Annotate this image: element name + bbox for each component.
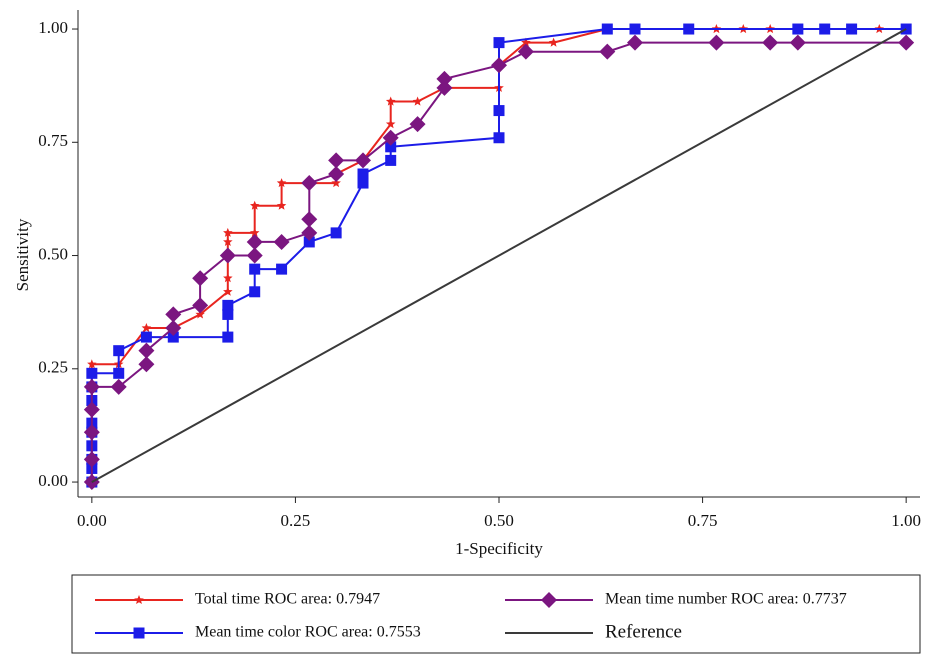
- marker: [357, 177, 369, 189]
- marker: [133, 627, 145, 639]
- marker: [223, 236, 233, 246]
- y-tick-label: 1.00: [38, 18, 68, 37]
- marker: [165, 320, 182, 337]
- marker: [436, 79, 453, 96]
- marker: [683, 23, 695, 35]
- y-axis-label: Sensitivity: [13, 218, 32, 291]
- legend-label: Mean time color ROC area: 0.7553: [195, 624, 421, 641]
- marker: [548, 37, 559, 47]
- marker: [301, 211, 318, 228]
- marker: [273, 233, 290, 250]
- marker: [789, 34, 806, 51]
- x-tick-label: 0.50: [484, 511, 514, 530]
- marker: [328, 152, 345, 169]
- marker: [301, 175, 318, 192]
- marker: [328, 165, 345, 182]
- marker: [138, 356, 155, 373]
- marker: [382, 129, 399, 146]
- legend-label: Mean time number ROC area: 0.7737: [605, 591, 847, 608]
- marker: [846, 23, 858, 35]
- marker: [87, 359, 97, 369]
- marker: [249, 286, 261, 298]
- marker: [110, 378, 127, 395]
- marker: [385, 154, 397, 166]
- marker: [412, 96, 423, 106]
- marker: [140, 331, 152, 343]
- marker: [493, 132, 505, 144]
- series-line: [91, 28, 907, 483]
- marker: [246, 247, 263, 264]
- marker: [222, 331, 234, 343]
- marker: [134, 595, 144, 604]
- marker: [219, 247, 236, 264]
- marker: [385, 119, 396, 129]
- marker: [276, 178, 287, 188]
- legend-label: Reference: [605, 621, 682, 642]
- marker: [223, 286, 233, 296]
- x-tick-label: 0.00: [77, 511, 107, 530]
- marker: [222, 299, 234, 311]
- marker: [409, 116, 426, 133]
- marker: [83, 401, 100, 418]
- marker: [223, 227, 233, 237]
- marker: [113, 345, 125, 357]
- marker: [83, 424, 100, 441]
- marker: [276, 263, 288, 275]
- marker: [222, 308, 234, 320]
- marker: [357, 168, 369, 180]
- marker: [385, 141, 397, 153]
- marker: [276, 200, 287, 210]
- marker: [517, 43, 534, 60]
- marker: [83, 378, 100, 395]
- marker: [708, 34, 725, 51]
- x-tick-label: 0.75: [688, 511, 718, 530]
- marker: [541, 592, 557, 608]
- marker: [113, 367, 125, 379]
- marker: [355, 152, 372, 169]
- x-axis-label: 1-Specificity: [455, 539, 543, 558]
- marker: [141, 323, 152, 333]
- marker: [303, 236, 315, 248]
- marker: [521, 37, 531, 47]
- legend-box: [71, 574, 921, 654]
- marker: [898, 34, 915, 51]
- marker: [301, 224, 318, 241]
- marker: [86, 367, 98, 379]
- marker: [491, 57, 507, 74]
- marker: [629, 23, 641, 35]
- marker: [192, 270, 209, 287]
- marker: [250, 227, 260, 237]
- marker: [626, 34, 643, 51]
- marker: [792, 23, 804, 35]
- marker: [819, 23, 831, 35]
- marker: [493, 37, 505, 49]
- marker: [138, 342, 155, 359]
- marker: [385, 96, 396, 106]
- marker: [250, 200, 260, 210]
- x-tick-label: 0.25: [281, 511, 311, 530]
- marker: [331, 178, 341, 188]
- x-tick-label: 1.00: [891, 511, 921, 530]
- legend-label: Total time ROC area: 0.7947: [195, 591, 380, 608]
- y-tick-label: 0.25: [38, 358, 68, 377]
- marker: [330, 227, 342, 239]
- marker: [195, 309, 205, 319]
- y-tick-label: 0.75: [38, 131, 68, 150]
- y-tick-label: 0.50: [38, 244, 68, 263]
- marker: [601, 23, 613, 35]
- marker: [246, 233, 263, 250]
- marker: [249, 263, 261, 275]
- y-tick-label: 0.00: [38, 471, 68, 490]
- marker: [599, 43, 616, 60]
- marker: [493, 105, 505, 117]
- marker: [167, 331, 179, 343]
- marker: [762, 34, 779, 51]
- marker: [223, 273, 233, 283]
- marker: [165, 306, 182, 323]
- marker: [192, 297, 209, 314]
- marker: [83, 451, 100, 468]
- marker: [436, 70, 453, 87]
